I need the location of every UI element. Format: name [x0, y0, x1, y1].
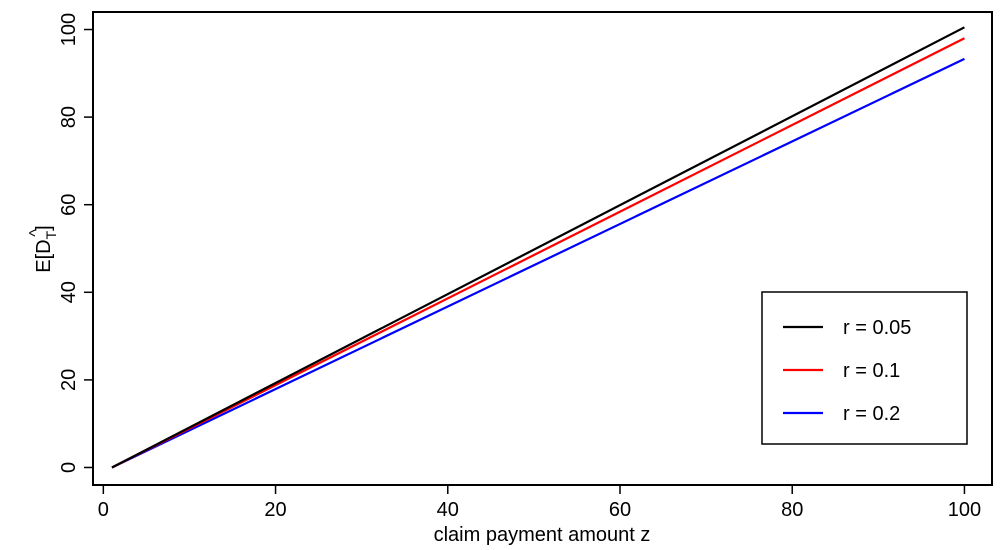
series-line: [111, 37, 965, 469]
plot-frame: [92, 11, 993, 486]
x-tick-label: 100: [948, 499, 981, 521]
y-tick-label: 80: [58, 106, 80, 128]
y-tick-label: 20: [58, 369, 80, 391]
x-tick-label: 40: [437, 499, 459, 521]
y-tick-label: 60: [58, 194, 80, 216]
x-tick-label: 80: [781, 499, 803, 521]
y-axis: 0 20 40 60 80 100: [58, 13, 93, 473]
x-axis-label: claim payment amount z: [434, 524, 651, 546]
x-tick-label: 60: [609, 499, 631, 521]
legend-box: [761, 291, 968, 445]
series-line: [111, 57, 965, 469]
x-axis: 0 20 40 60 80 100: [98, 485, 981, 521]
y-tick-label: 100: [58, 13, 80, 46]
legend-label: r = 0.1: [843, 360, 900, 382]
x-tick-label: 0: [98, 499, 109, 521]
x-tick-label: 20: [264, 499, 286, 521]
series-line: [111, 26, 965, 469]
legend-label: r = 0.2: [843, 403, 900, 425]
legend-label: r = 0.05: [843, 317, 911, 339]
y-tick-label: 40: [58, 281, 80, 303]
y-tick-label: 0: [58, 462, 80, 473]
y-axis-label-hat: ^: [27, 229, 44, 237]
series-layer: [111, 26, 965, 469]
legend: r = 0.05 r = 0.1 r = 0.2: [761, 291, 968, 445]
